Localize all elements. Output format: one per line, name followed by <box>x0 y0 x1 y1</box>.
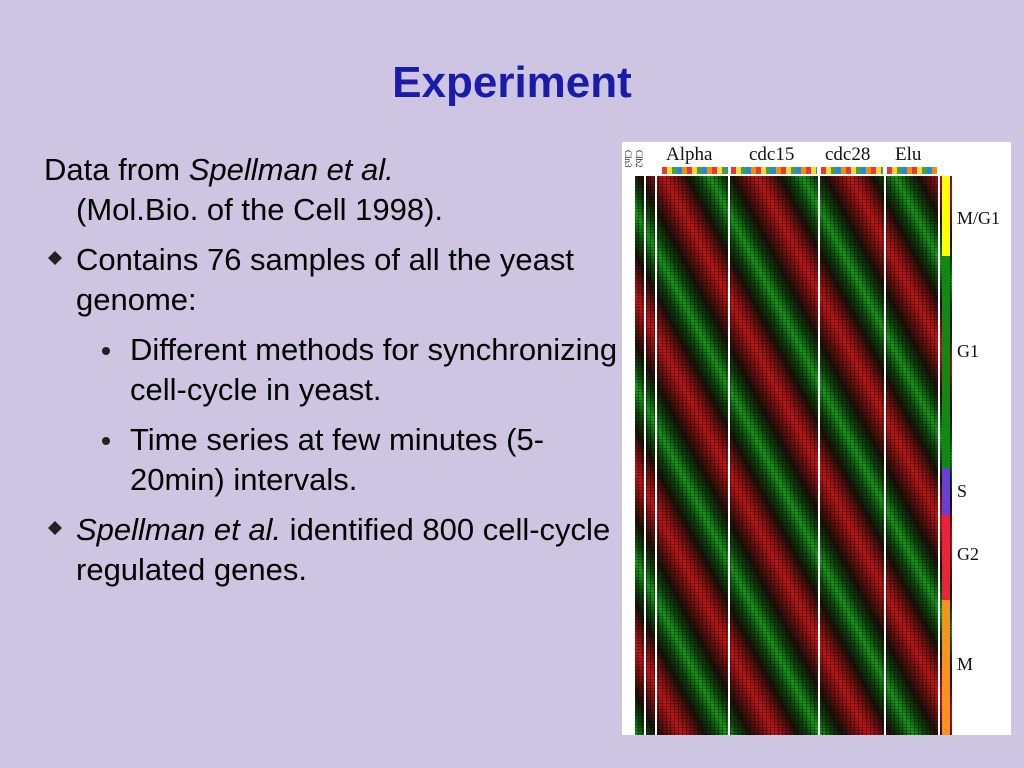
column-separator <box>728 176 730 735</box>
timepoint-strip-cdc28 <box>821 167 883 174</box>
slide-body: Data from Spellman et al. (Mol.Bio. of t… <box>44 150 619 590</box>
bullet-genes: Spellman et al. identified 800 cell-cycl… <box>44 510 619 590</box>
bullet-genes-citation: Spellman et al. <box>76 512 282 547</box>
phase-label-g1: G1 <box>957 341 979 361</box>
timepoint-strip-elu <box>887 167 937 174</box>
intro-paragraph: Data from Spellman et al. <box>44 150 619 190</box>
intro-source: (Mol.Bio. of the Cell 1998). <box>76 192 444 227</box>
bullet-genes-text: identified 800 cell-cycle regulated gene… <box>76 512 611 587</box>
sub-bullet-methods-text: Different methods for synchronizing cell… <box>130 332 618 407</box>
phase-label-m: M <box>957 654 974 674</box>
column-separator <box>818 176 820 735</box>
group-label-cdc28: cdc28 <box>825 144 871 165</box>
bullet-samples-text: Contains 76 samples of all the yeast gen… <box>76 242 574 317</box>
group-label-elu: Elu <box>895 144 922 165</box>
phase-label-g2: G2 <box>957 544 979 564</box>
cln3-label: Cln3 <box>623 150 633 168</box>
intro-citation: Spellman et al. <box>188 152 394 187</box>
expression-heatmap-figure: Cln3 Clb2 Alpha cdc15 cdc28 Elu M/G1 G1 … <box>622 142 1011 735</box>
sub-bullet-methods: Different methods for synchronizing cell… <box>44 330 619 410</box>
dot-bullet-icon <box>102 437 110 445</box>
diamond-bullet-icon <box>48 251 62 265</box>
phase-bar-g1 <box>942 256 950 468</box>
phase-bar-g2 <box>942 515 950 600</box>
diamond-bullet-icon <box>48 521 62 535</box>
phase-label-s: S <box>957 481 968 501</box>
phase-bar-s <box>942 468 950 515</box>
sub-bullet-timeseries: Time series at few minutes (5-20min) int… <box>44 420 619 500</box>
slide-title: Experiment <box>392 58 632 107</box>
group-label-cdc15: cdc15 <box>749 144 795 165</box>
intro-text-a: Data from <box>44 152 189 187</box>
column-separator <box>938 176 940 735</box>
sub-bullet-timeseries-text: Time series at few minutes (5-20min) int… <box>130 422 545 497</box>
bullet-samples: Contains 76 samples of all the yeast gen… <box>44 240 619 320</box>
phase-bar-m-g1 <box>942 176 950 256</box>
phase-bar-m <box>942 600 950 735</box>
dot-bullet-icon <box>102 347 110 355</box>
timepoint-strip-cdc15 <box>731 167 817 174</box>
timepoint-strip-alpha <box>662 167 728 174</box>
clb2-label: Clb2 <box>634 150 644 168</box>
group-label-alpha: Alpha <box>666 144 713 165</box>
phase-label-m-g1: M/G1 <box>957 208 1001 228</box>
column-separator <box>655 176 657 735</box>
column-separator <box>884 176 886 735</box>
column-separator <box>644 176 646 735</box>
heatmap <box>635 176 952 735</box>
